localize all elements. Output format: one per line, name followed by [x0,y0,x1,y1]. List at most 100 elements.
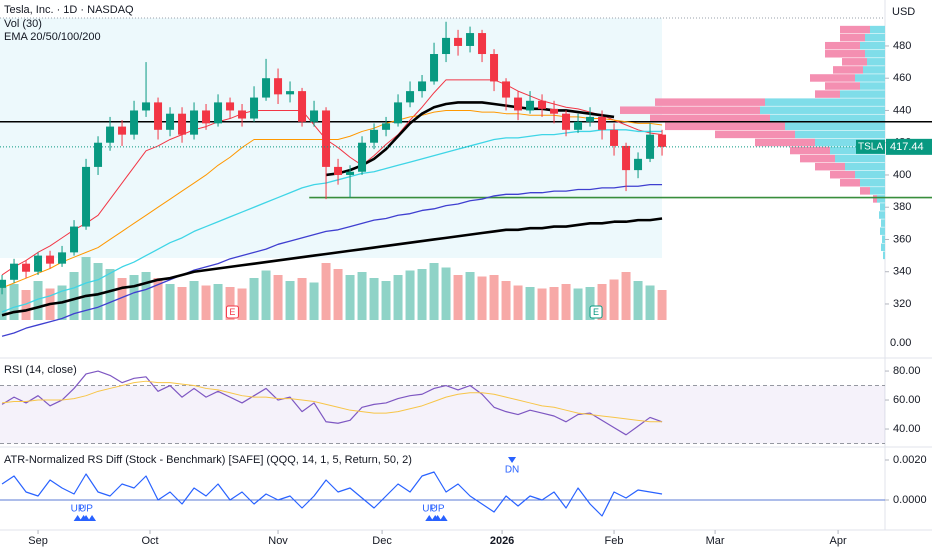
rsi-band [0,385,885,444]
profile-down [650,114,770,123]
candle-body [514,97,523,111]
volume-bar [33,281,43,320]
volume-bar [465,272,475,320]
profile-up [881,219,885,227]
volume-bar [189,281,199,320]
volume-bar [429,263,439,320]
volume-bar [165,284,175,320]
profile-down [790,146,830,155]
candle-body [634,158,643,171]
volume-bar [297,278,307,320]
profile-up [865,50,885,58]
profile-up [860,41,885,50]
ma-line [1,109,663,289]
y-tick-label: 0.0000 [893,494,927,506]
y-tick-label: 0.0020 [893,454,927,466]
volume-bar [21,290,31,320]
profile-up [870,187,885,195]
currency-label: USD [892,6,915,18]
signal-label: DN [505,465,519,476]
signal-label: UP [431,504,445,515]
profile-up [860,82,885,90]
range-shade [0,18,662,258]
candle-body [490,54,499,82]
profile-down [860,187,870,195]
candle-body [502,81,511,98]
x-tick-label: Nov [268,535,288,547]
candle-body [166,113,175,130]
volume-bar [489,275,499,320]
y-tick-label: 60.00 [893,394,921,406]
volume-bar [657,290,667,320]
earnings-label: E [229,307,235,317]
profile-up [795,130,885,139]
volume-bar [225,287,235,320]
candle-body [598,116,607,130]
candle-body [346,171,355,175]
profile-down [825,41,860,50]
candle-body [0,279,7,288]
candle-body [442,37,451,55]
candle-body [358,142,367,172]
y-tick-label: 40.00 [893,423,921,435]
volume-bar [69,272,79,320]
volume-bar [201,285,211,320]
volume-bar [369,278,379,320]
volume-bar [621,272,631,320]
volume-bar [333,269,343,320]
volume-bar [117,278,127,320]
profile-down [815,162,845,171]
x-tick-label: Oct [141,535,158,547]
profile-down [840,25,870,34]
volume-bar [501,281,511,320]
candle-body [118,126,127,135]
candle-body [22,263,31,272]
candle-body [538,100,547,109]
profile-up [881,243,885,252]
candle-body [478,33,487,55]
volume-bar [477,276,487,320]
candle-body [70,226,79,253]
profile-up [785,122,885,131]
profile-down [655,98,765,106]
ma-line [1,129,663,313]
candle-body [406,91,415,103]
candle-body [82,166,91,227]
ma-line [1,183,663,337]
candle-body [622,145,631,171]
indicator-line [1,370,663,436]
y-tick-label: 380 [893,201,911,213]
volume-bar [273,275,283,320]
profile-down [665,122,785,131]
profile-down [825,82,860,90]
volume-bar [357,272,367,320]
volume-bar [141,272,151,320]
y-tick-label: 360 [893,233,911,245]
profile-down [755,138,815,147]
volume-bar [405,270,415,320]
candle-body [574,121,583,130]
candle-body [94,142,103,167]
candle-body [262,78,271,98]
earnings-marker [589,305,603,319]
candle-body [646,134,655,159]
ticker-label: TSLA [858,141,883,152]
candle-body [58,252,67,264]
candle-body [550,108,559,114]
ticker-badge [856,139,885,154]
profile-up [865,33,885,42]
volume-bar [393,275,403,320]
profile-up [840,90,885,98]
ma-line [1,217,663,317]
profile-up [855,170,885,179]
profile-up [760,106,885,114]
candle-body [454,37,463,46]
y-tick-label: 440 [893,104,911,116]
candle-body [274,78,283,95]
x-tick-label: Apr [830,535,847,547]
candle-body [298,91,307,122]
candle-body [178,113,187,135]
volume-bar [213,284,223,320]
candle-body [142,102,151,111]
